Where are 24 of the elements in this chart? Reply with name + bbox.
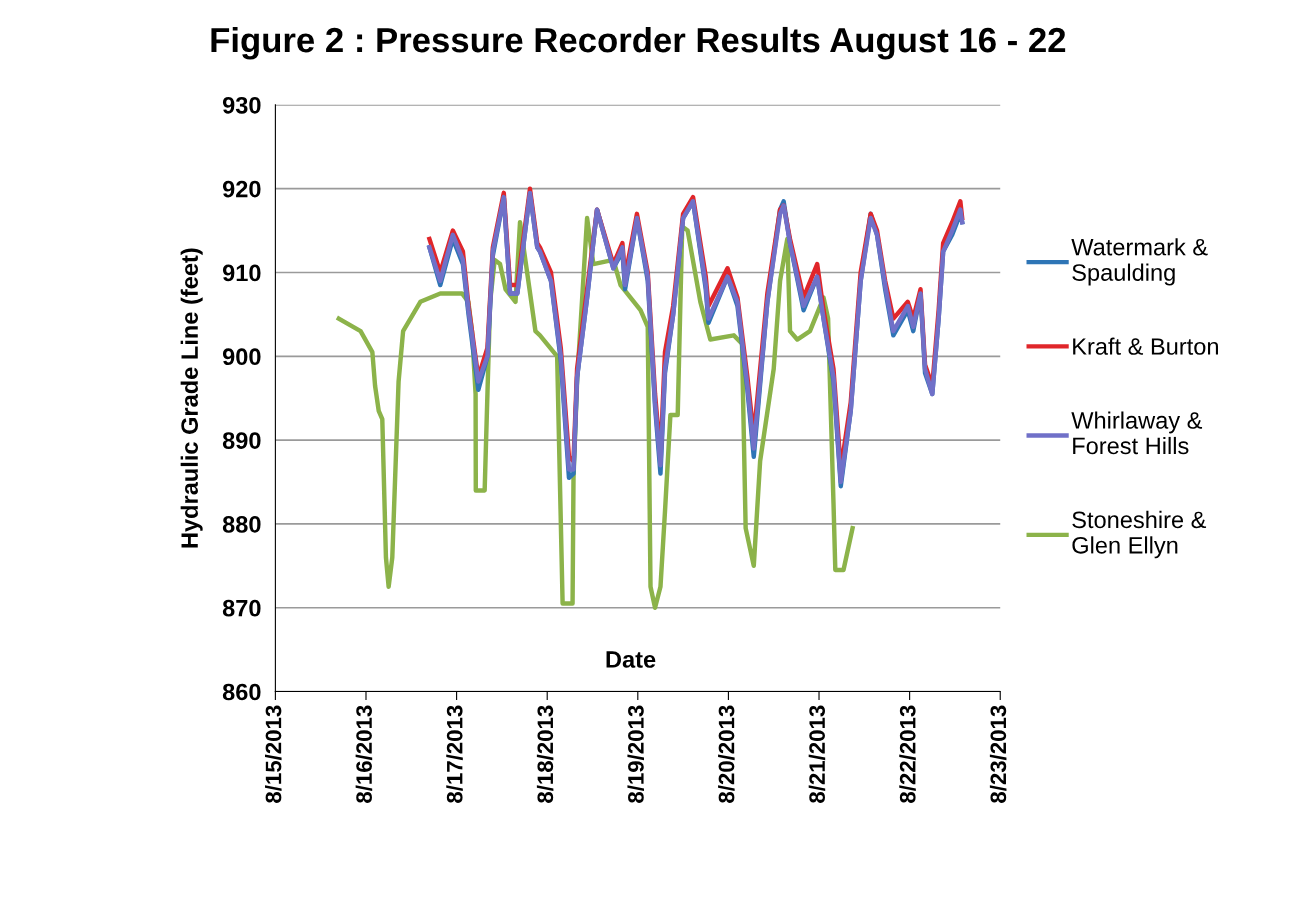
legend-label: Stoneshire & Glen Ellyn <box>1072 510 1207 559</box>
y-tick-label: 900 <box>222 348 261 366</box>
y-tick-label: 880 <box>222 516 261 533</box>
x-tick-label: 8/17/2013 <box>446 705 463 803</box>
y-tick-label: 860 <box>222 683 261 701</box>
x-axis-title: Date <box>606 651 656 668</box>
legend-label: Kraft & Burton <box>1073 337 1218 355</box>
y-tick-label: 920 <box>222 180 261 198</box>
x-tick-label: 8/19/2013 <box>627 705 644 803</box>
y-tick-label: 930 <box>222 96 261 114</box>
y-axis-title: Hydraulic Grade Line (feet) <box>180 248 203 548</box>
x-tick-label: 8/18/2013 <box>536 705 554 803</box>
x-tick-label: 8/21/2013 <box>808 705 826 803</box>
x-tick-label: 8/20/2013 <box>718 705 735 803</box>
y-tick-label: 910 <box>222 264 261 282</box>
legend-label: Watermark & Spaulding <box>1071 238 1208 286</box>
y-tick-label: 870 <box>222 599 261 617</box>
y-tick-label: 890 <box>222 432 261 449</box>
x-tick-label: 8/16/2013 <box>355 705 373 803</box>
x-tick-label: 8/22/2013 <box>899 705 916 803</box>
x-tick-label: 8/23/2013 <box>989 705 1007 803</box>
legend-label: Whirlaway & Forest Hills <box>1071 411 1203 455</box>
x-tick-label: 8/15/2013 <box>265 705 282 803</box>
chart-title: Figure 2 : Pressure Recorder Results August 16 - 22 <box>211 26 1066 60</box>
